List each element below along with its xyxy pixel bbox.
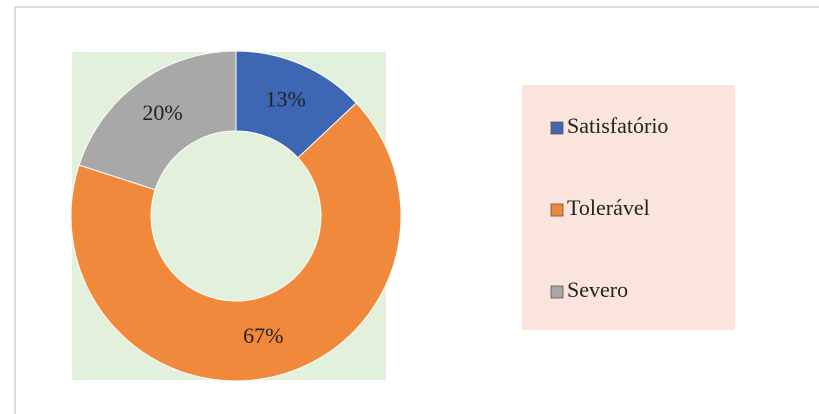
data-label: 67% [243,323,283,348]
data-label: 20% [142,100,182,125]
legend-label: Tolerável [567,195,650,220]
legend-label: Satisfatório [567,113,668,138]
legend-marker [550,121,564,135]
donut-slice [78,50,237,191]
legend-marker [550,285,564,299]
data-label: 13% [265,86,305,111]
legend-marker [550,203,564,217]
legend-label: Severo [567,277,628,302]
donut [70,50,402,382]
donut-slice [70,102,402,382]
